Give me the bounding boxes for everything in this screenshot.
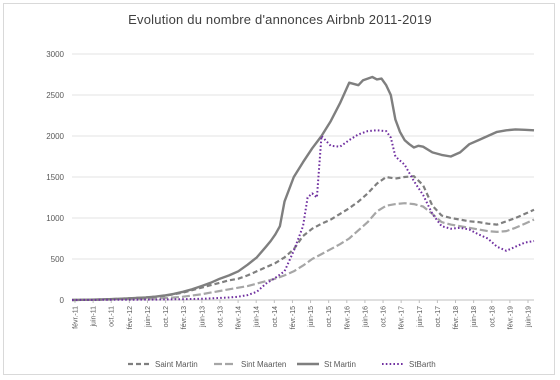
- y-tick-label: 3000: [46, 50, 64, 59]
- legend-label: StBarth: [409, 360, 436, 369]
- x-tick-label: oct.-12: [163, 306, 170, 328]
- y-axis: 0 500 1000 1500 2000 2500 3000: [46, 50, 64, 305]
- y-tick-label: 1000: [46, 214, 64, 223]
- series-line-saint-martin: [71, 175, 535, 302]
- x-tick-label: juin-12: [145, 306, 152, 328]
- x-tick-label: juin-17: [417, 306, 424, 328]
- series-lines: [71, 75, 535, 302]
- x-tick-label: oct.-14: [272, 306, 279, 328]
- chart-title: Evolution du nombre d'annonces Airbnb 20…: [128, 12, 432, 27]
- x-tick-label: juin-13: [199, 306, 206, 328]
- x-tick-label: juin-14: [254, 306, 261, 328]
- x-tick-label: oct.-15: [326, 306, 333, 328]
- series-line-stbarth: [71, 129, 535, 301]
- x-tick-label: févr.-12: [127, 306, 134, 329]
- grid-lines: [72, 53, 534, 301]
- y-tick-label: 1500: [46, 173, 64, 182]
- y-tick-label: 2000: [46, 132, 64, 141]
- x-tick-label: juin-15: [308, 306, 315, 328]
- x-tick-label: oct.-17: [435, 306, 442, 328]
- x-tick-label: oct.-16: [381, 306, 388, 328]
- x-tick-label: juin-11: [91, 306, 98, 328]
- legend: Saint Martin Sint Maarten St Martin StBarth: [128, 360, 436, 369]
- x-axis: févr.-11 juin-11 oct.-11 févr.-12 juin-12 oct…: [73, 300, 533, 329]
- y-tick-label: 2500: [46, 91, 64, 100]
- x-tick-label: févr.-14: [236, 306, 243, 329]
- x-tick-label: oct.-18: [489, 306, 496, 328]
- x-tick-label: juin-18: [471, 306, 478, 328]
- legend-label: St Martin: [324, 360, 356, 369]
- x-tick-label: févr.-13: [181, 306, 188, 329]
- chart-frame: [3, 3, 555, 375]
- x-tick-label: févr.-18: [453, 306, 460, 329]
- legend-label: Sint Maarten: [241, 360, 286, 369]
- series-line-st-martin: [71, 75, 535, 302]
- legend-label: Saint Martin: [155, 360, 198, 369]
- x-tick-label: oct.-13: [217, 306, 224, 328]
- y-tick-label: 500: [51, 255, 65, 264]
- y-tick-label: 0: [60, 296, 65, 305]
- x-tick-label: juin-19: [526, 306, 533, 328]
- x-tick-label: févr.-17: [399, 306, 406, 329]
- x-tick-label: juin-16: [362, 306, 369, 328]
- x-tick-label: févr.-19: [507, 306, 514, 329]
- x-tick-label: oct.-11: [109, 306, 116, 327]
- x-tick-label: févr.-11: [73, 306, 80, 329]
- x-tick-label: févr.-15: [290, 306, 297, 329]
- x-tick-label: févr.-16: [344, 306, 351, 329]
